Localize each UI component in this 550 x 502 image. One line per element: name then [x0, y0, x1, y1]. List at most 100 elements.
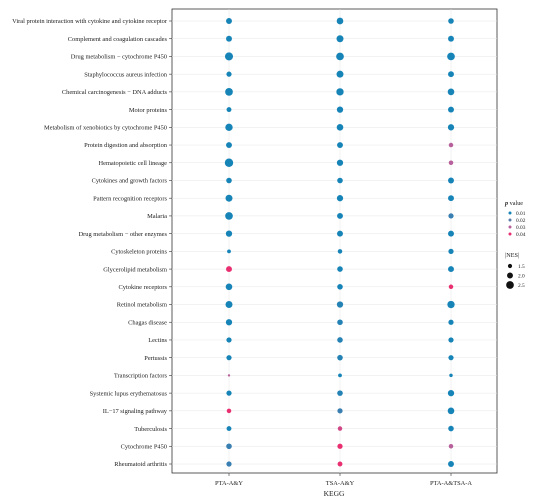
data-point [226, 71, 232, 77]
x-tick-label: PTA-A&TSA-A [430, 480, 472, 487]
pvalue-legend-title-suffix: value [508, 200, 523, 207]
data-point [336, 88, 344, 96]
data-point [225, 88, 233, 96]
data-point [337, 319, 343, 326]
data-point [225, 301, 233, 309]
data-point [337, 443, 343, 449]
data-point [447, 124, 455, 131]
y-tick-label: Pattern recognition receptors [93, 195, 167, 202]
y-tick-label: Cytokines and growth factors [92, 178, 168, 185]
x-tick-labels: PTA-A&Y TSA-A&Y PTA-A&TSA-A [215, 473, 472, 487]
y-tick-label: Retinol metabolism [117, 302, 167, 309]
data-point [448, 18, 454, 24]
data-point [338, 373, 342, 378]
data-point [226, 337, 232, 343]
data-point [337, 284, 343, 290]
data-point [225, 230, 233, 237]
x-tick-label: PTA-A&Y [215, 480, 243, 487]
data-point [226, 390, 232, 396]
y-tick-label: Motor proteins [129, 107, 168, 114]
data-point [448, 319, 454, 325]
pvalue-legend-key [508, 211, 512, 215]
y-tick-label: Lectins [148, 337, 167, 344]
data-point [337, 461, 343, 467]
data-point [225, 283, 233, 291]
pvalue-legend-label: 0.03 [516, 225, 526, 231]
data-point [226, 355, 232, 361]
nes-legend-title: |NES| [505, 252, 519, 259]
data-point [336, 70, 344, 78]
data-point [226, 142, 232, 148]
data-point [337, 230, 343, 237]
nes-legend-label: 2.5 [518, 283, 525, 289]
plot-panel [171, 8, 498, 474]
data-point [226, 461, 232, 467]
data-point [336, 124, 344, 131]
y-tick-label: Pertussis [144, 355, 167, 362]
pvalue-legend-title-prefix: p [504, 200, 508, 207]
data-point [448, 461, 454, 467]
data-point [447, 300, 455, 309]
y-tick-label: Cytoskeleton proteins [111, 249, 167, 256]
pvalue-legend-title: p value [504, 200, 523, 207]
data-point [448, 177, 454, 184]
data-point [226, 18, 232, 24]
data-point [226, 266, 232, 273]
data-point [448, 160, 454, 166]
data-point [447, 52, 455, 61]
y-tick-label: Drug metabolism − other enzymes [79, 231, 168, 238]
data-point [226, 408, 232, 414]
data-point [227, 249, 231, 254]
data-point [336, 159, 344, 166]
y-tick-label: IL−17 signaling pathway [103, 408, 168, 415]
nes-legend-key [506, 281, 514, 289]
data-point [224, 158, 234, 167]
data-point [226, 426, 232, 431]
y-tick-label: Chagas disease [128, 319, 167, 326]
data-point [448, 425, 454, 432]
data-point [337, 266, 343, 272]
y-tick-label: Systemic lupus erythematosus [90, 390, 168, 397]
data-point [337, 408, 343, 414]
y-tick-label: Cytochrome P450 [121, 443, 167, 450]
data-point [448, 195, 454, 202]
y-tick-label: Metabolism of xenobiotics by cytochrome … [44, 125, 167, 132]
pvalue-legend-label: 0.01 [516, 211, 526, 217]
y-tick-label: Protein digestion and absorption [84, 142, 168, 149]
data-point [448, 71, 454, 78]
y-tick-label: Hematopoietic cell lineage [99, 160, 168, 167]
pvalue-legend-key [508, 218, 512, 222]
data-point [448, 337, 454, 343]
data-point [448, 266, 454, 273]
data-point [226, 35, 232, 42]
pvalue-legend-key [508, 225, 512, 229]
data-point [337, 390, 343, 396]
nes-legend-key [507, 272, 513, 279]
data-point [447, 407, 455, 415]
x-axis-title: KEGG [324, 489, 345, 498]
data-point [448, 142, 454, 148]
data-point [227, 374, 231, 377]
data-point [447, 88, 455, 96]
nes-legend-label: 2.0 [518, 273, 525, 279]
nes-legend-key [507, 263, 513, 269]
y-tick-labels: Viral protein interaction with cytokine … [12, 18, 172, 468]
data-point [448, 444, 454, 449]
data-point [226, 107, 232, 113]
data-point [448, 213, 454, 219]
data-point [336, 17, 344, 25]
data-point [337, 142, 343, 148]
data-points [224, 17, 455, 467]
y-tick-label: Chemical carcinogenesis − DNA adducts [62, 89, 168, 96]
data-point [447, 389, 455, 397]
pvalue-legend-label: 0.02 [516, 218, 526, 224]
data-point [337, 337, 343, 343]
nes-legend: |NES| 1.5 2.0 2.5 [505, 252, 525, 289]
data-point [337, 426, 343, 431]
y-tick-label: Viral protein interaction with cytokine … [12, 18, 168, 25]
data-point [337, 249, 343, 254]
y-tick-label: Staphylococcus aureus infection [84, 71, 168, 78]
data-point [448, 35, 454, 42]
y-tick-label: Malaria [147, 213, 167, 220]
